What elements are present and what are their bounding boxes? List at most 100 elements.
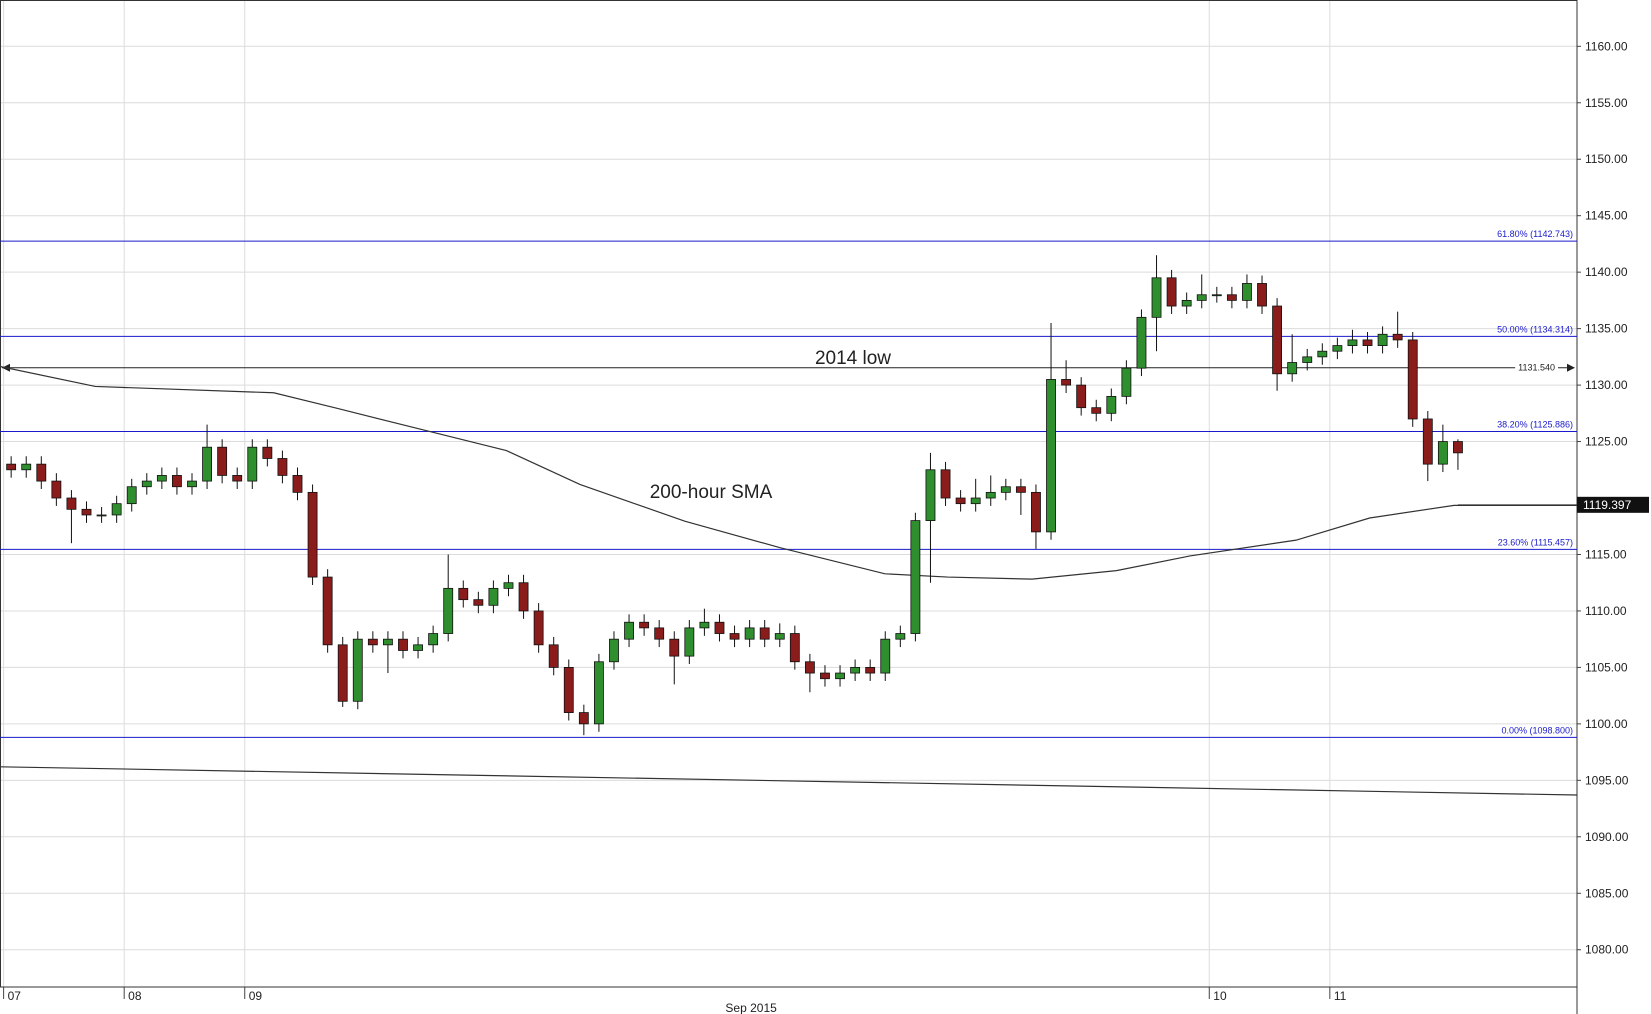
candle-body <box>307 491 318 578</box>
y-tick-label: 1155.00 <box>1585 96 1628 110</box>
candle-body <box>789 633 800 663</box>
arrow-head <box>1567 363 1575 372</box>
candle-body <box>367 638 378 646</box>
y-tick-label: 1145.00 <box>1585 209 1628 223</box>
annotation: 2014 low <box>815 348 891 369</box>
x-tick-label: 08 <box>128 989 142 1003</box>
candle-body <box>940 469 951 499</box>
candle-body <box>910 520 921 634</box>
candle-body <box>714 621 725 634</box>
candle-body <box>1151 277 1162 318</box>
candle-body <box>955 497 966 505</box>
candle-body <box>1015 486 1026 493</box>
candle-body <box>744 627 755 640</box>
candle-body <box>413 644 423 651</box>
candle-body <box>1031 491 1041 533</box>
x-tick-label: 07 <box>8 989 22 1003</box>
candle-body <box>1347 339 1358 346</box>
candle-body <box>1257 283 1267 307</box>
candle-body <box>835 672 845 680</box>
y-tick-label: 1135.00 <box>1585 322 1628 336</box>
candle-body <box>6 463 17 471</box>
candle-body <box>1377 333 1388 346</box>
candle-body <box>985 491 996 499</box>
candle-body <box>1121 367 1132 397</box>
candle-body <box>96 514 107 517</box>
candle-body <box>865 667 876 674</box>
candle-body <box>111 503 122 516</box>
candle-body <box>473 599 484 606</box>
candle-body <box>804 661 815 674</box>
candle-body <box>141 480 152 488</box>
candle-body <box>1422 418 1433 465</box>
candle-body <box>172 475 182 488</box>
candle-body <box>518 582 529 612</box>
candle-body <box>488 587 499 606</box>
candle-body <box>217 446 228 476</box>
candle-body <box>880 638 891 674</box>
candle-body <box>1332 345 1343 352</box>
last-price-label: 1119.397 <box>1583 498 1632 512</box>
candle-body <box>1106 395 1117 414</box>
candle-body <box>578 712 589 725</box>
candle-body <box>443 587 454 634</box>
candle-body <box>593 661 604 725</box>
candle-body <box>639 621 650 629</box>
candle-body <box>1091 407 1102 414</box>
level-label: 0.00% (1098.800) <box>1501 725 1573 735</box>
x-tick-label: 10 <box>1213 989 1227 1003</box>
candle-body <box>428 633 439 646</box>
y-tick-label: 1085.00 <box>1585 886 1629 900</box>
candle-body <box>895 633 906 640</box>
candle-body <box>1407 339 1418 420</box>
candle-body <box>609 638 619 663</box>
y-tick-label: 1130.00 <box>1585 378 1628 392</box>
candle-body <box>292 475 303 493</box>
candle-body <box>262 446 273 459</box>
candle-body <box>925 469 936 522</box>
x-axis-label: Sep 2015 <box>725 1001 777 1014</box>
y-tick-label: 1100.00 <box>1585 717 1628 731</box>
candle-body <box>684 627 695 657</box>
candle-body <box>247 446 258 482</box>
candle-body <box>1211 294 1222 297</box>
x-tick-label: 11 <box>1334 989 1347 1003</box>
candle-body <box>624 621 634 640</box>
candle-body <box>1226 294 1237 301</box>
candle-body <box>850 667 861 674</box>
y-tick-label: 1140.00 <box>1585 265 1628 279</box>
candle-body <box>759 627 770 640</box>
candle-body <box>1046 379 1056 533</box>
candle-body <box>187 480 197 488</box>
candle-body <box>970 497 981 505</box>
y-tick-label: 1095.00 <box>1585 773 1629 787</box>
label-bg <box>1515 362 1558 373</box>
candle-body <box>156 475 167 482</box>
candle-body <box>1272 305 1283 375</box>
y-tick-label: 1160.00 <box>1585 39 1628 53</box>
candle-body <box>699 621 710 629</box>
candle-body <box>1136 316 1147 369</box>
candle-body <box>729 633 740 640</box>
candle-body <box>36 463 47 482</box>
candle-body <box>1061 379 1072 386</box>
candle-body <box>337 644 348 702</box>
y-tick-label: 1115.00 <box>1585 547 1627 561</box>
level-label: 50.00% (1134.314) <box>1497 324 1573 334</box>
candle-body <box>1362 339 1373 346</box>
sma-line <box>0 365 1577 580</box>
candle-body <box>458 587 469 601</box>
level-label: 23.60% (1115.457) <box>1498 537 1573 547</box>
candle-body <box>1302 356 1313 363</box>
candle-body <box>398 638 408 651</box>
candle-body <box>81 508 92 516</box>
candle-body <box>1196 294 1207 301</box>
y-tick-label: 1110.00 <box>1585 604 1627 618</box>
candle-body <box>21 463 32 471</box>
candle-body <box>1437 441 1448 465</box>
candle-body <box>232 475 243 482</box>
y-tick-label: 1080.00 <box>1585 943 1629 957</box>
candle-body <box>51 480 62 499</box>
candle-body <box>820 672 830 680</box>
candle-body <box>66 497 77 510</box>
